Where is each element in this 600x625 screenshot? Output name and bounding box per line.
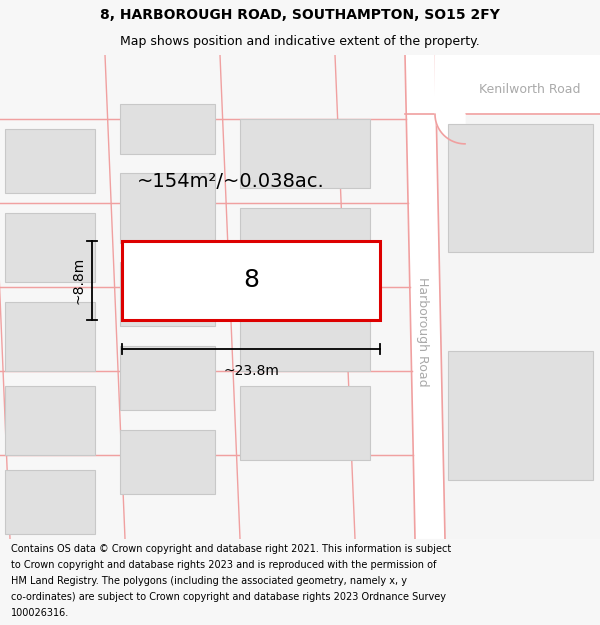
Text: to Crown copyright and database rights 2023 and is reproduced with the permissio: to Crown copyright and database rights 2…	[11, 560, 436, 570]
Bar	[5, 213, 95, 282]
Polygon shape	[405, 55, 600, 114]
Text: 8, HARBOROUGH ROAD, SOUTHAMPTON, SO15 2FY: 8, HARBOROUGH ROAD, SOUTHAMPTON, SO15 2F…	[100, 8, 500, 22]
Bar	[5, 386, 95, 455]
Bar	[448, 351, 593, 479]
Text: Harborough Road: Harborough Road	[415, 277, 428, 386]
Bar	[5, 129, 95, 193]
Bar	[120, 430, 215, 494]
Polygon shape	[435, 55, 600, 539]
Bar	[120, 346, 215, 411]
Polygon shape	[435, 55, 465, 144]
Bar	[240, 302, 370, 371]
Bar	[448, 124, 593, 252]
Bar	[120, 104, 215, 154]
Text: ~23.8m: ~23.8m	[223, 364, 279, 378]
Text: HM Land Registry. The polygons (including the associated geometry, namely x, y: HM Land Registry. The polygons (includin…	[11, 576, 407, 586]
Bar	[120, 174, 215, 242]
Text: Contains OS data © Crown copyright and database right 2021. This information is : Contains OS data © Crown copyright and d…	[11, 544, 451, 554]
Text: ~154m²/~0.038ac.: ~154m²/~0.038ac.	[137, 172, 325, 191]
Bar	[5, 469, 95, 534]
Text: 8: 8	[243, 268, 259, 292]
Text: ~8.8m: ~8.8m	[71, 256, 85, 304]
Bar	[5, 302, 95, 371]
Bar	[240, 208, 370, 282]
Text: 100026316.: 100026316.	[11, 608, 69, 618]
Polygon shape	[405, 55, 445, 539]
Bar	[120, 262, 215, 326]
Text: Kenilworth Road: Kenilworth Road	[479, 83, 581, 96]
Bar	[240, 119, 370, 188]
Text: co-ordinates) are subject to Crown copyright and database rights 2023 Ordnance S: co-ordinates) are subject to Crown copyr…	[11, 592, 446, 602]
Bar	[240, 386, 370, 460]
Bar	[122, 241, 380, 319]
Text: Map shows position and indicative extent of the property.: Map shows position and indicative extent…	[120, 35, 480, 48]
